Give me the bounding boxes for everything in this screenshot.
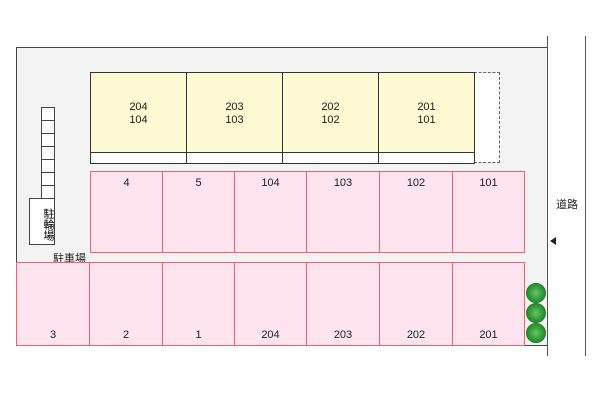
balcony-area bbox=[474, 72, 500, 163]
building-unit: 202 102 bbox=[282, 72, 379, 153]
tree-icon bbox=[526, 323, 546, 343]
building-unit: 203 103 bbox=[186, 72, 283, 153]
entrance-arrow-icon bbox=[550, 237, 556, 245]
storage-cell bbox=[41, 120, 55, 134]
storage-cell bbox=[41, 107, 55, 121]
bike-parking: 駐輪場 bbox=[29, 198, 55, 245]
unit-upper-number: 202 bbox=[321, 101, 340, 113]
unit-lower-number: 103 bbox=[225, 114, 244, 126]
parking-space: 102 bbox=[379, 171, 453, 253]
parking-space: 201 bbox=[452, 262, 525, 346]
unit-upper-number: 204 bbox=[129, 101, 148, 113]
parking-space: 3 bbox=[16, 262, 90, 346]
parking-space: 4 bbox=[90, 171, 163, 253]
unit-upper-number: 201 bbox=[417, 101, 436, 113]
storage-cell bbox=[41, 159, 55, 173]
building-unit: 201 101 bbox=[378, 72, 475, 153]
tree-icon bbox=[526, 283, 546, 303]
storage-cell bbox=[41, 172, 55, 186]
building-corridor bbox=[378, 152, 475, 164]
storage-cell bbox=[41, 133, 55, 147]
tree-icon bbox=[526, 303, 546, 323]
parking-space: 101 bbox=[452, 171, 525, 253]
building-unit: 204 104 bbox=[90, 72, 187, 153]
parking-space: 2 bbox=[89, 262, 163, 346]
parking-space: 202 bbox=[379, 262, 453, 346]
parking-space: 103 bbox=[306, 171, 380, 253]
storage-cell bbox=[41, 146, 55, 160]
lot-boundary-line bbox=[547, 36, 548, 356]
road-label: 道路 bbox=[556, 199, 578, 211]
unit-lower-number: 101 bbox=[417, 114, 436, 126]
parking-space: 203 bbox=[306, 262, 380, 346]
building-corridor bbox=[282, 152, 379, 164]
unit-upper-number: 203 bbox=[225, 101, 244, 113]
road-edge-line bbox=[585, 36, 586, 356]
parking-space: 204 bbox=[234, 262, 307, 346]
building-corridor bbox=[90, 152, 187, 164]
parking-space: 1 bbox=[162, 262, 235, 346]
building-corridor bbox=[186, 152, 283, 164]
unit-lower-number: 102 bbox=[321, 114, 340, 126]
unit-lower-number: 104 bbox=[129, 114, 148, 126]
parking-space: 104 bbox=[234, 171, 307, 253]
storage-cell bbox=[41, 185, 55, 199]
parking-space: 5 bbox=[162, 171, 235, 253]
